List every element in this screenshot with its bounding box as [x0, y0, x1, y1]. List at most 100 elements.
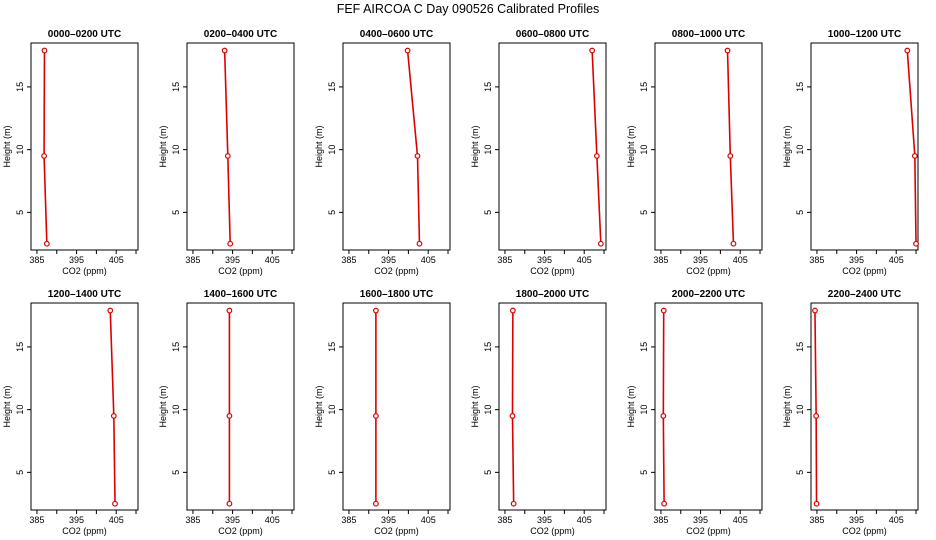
panel-4-frame [498, 42, 607, 251]
panel-1-title: 0000–0200 UTC [48, 29, 121, 40]
panel-12-x-label: CO2 (ppm) [842, 526, 887, 536]
panel-11-y-label: Height (m) [626, 385, 636, 427]
panel-1-data-point [43, 240, 50, 247]
panel-2-y-tick-label: 15 [171, 82, 181, 92]
panel-10-x-label: CO2 (ppm) [530, 526, 575, 536]
panel-6-data-point [904, 47, 911, 54]
panel-9-y-tick-label: 10 [327, 405, 337, 415]
panel-10-y-label: Height (m) [470, 385, 480, 427]
panel-10-frame [498, 302, 607, 511]
panel-7-data-point [107, 307, 114, 314]
panel-4-x-label: CO2 (ppm) [530, 266, 575, 276]
panel-11-x-tick-label: 405 [733, 515, 748, 525]
panel-8-y-tick-label: 5 [171, 470, 181, 475]
figure-title: FEF AIRCOA C Day 090526 Calibrated Profi… [336, 2, 600, 16]
panel-9-x-label: CO2 (ppm) [374, 526, 419, 536]
panel-6-frame [810, 42, 919, 251]
panel-11-x-tick-label: 395 [693, 515, 708, 525]
panel-10-y-tick-label: 10 [483, 405, 493, 415]
panel-7-y-tick-label: 15 [15, 342, 25, 352]
panel-10-profile-line [511, 310, 515, 504]
panel-12-frame [810, 302, 919, 511]
panel-2-data-point [221, 47, 228, 54]
panel-9-title: 1600–1800 UTC [360, 289, 433, 300]
panel-1-profile-line [43, 50, 48, 244]
panel-4-data-point [593, 153, 600, 159]
panel-5-title: 0800–1000 UTC [672, 29, 745, 40]
panel-11-y-tick-label: 5 [639, 470, 649, 475]
panel-3-y-tick-label: 5 [327, 210, 337, 215]
panel-11-x-tick-label: 385 [653, 515, 668, 525]
panel-10-data-point [509, 307, 516, 314]
panel-5-y-tick-label: 15 [639, 82, 649, 92]
panel-11-x-label: CO2 (ppm) [686, 526, 731, 536]
panel-11-title: 2000–2200 UTC [672, 289, 745, 300]
panel-6-y-tick-label: 10 [795, 145, 805, 155]
panel-5-y-tick-label: 10 [639, 145, 649, 155]
panel-2-data-point [227, 240, 234, 247]
panel-1-y-tick-label: 10 [15, 145, 25, 155]
panel-12-x-tick-label: 405 [889, 515, 904, 525]
panel-11-profile-line [662, 310, 665, 504]
panel-8-y-tick-label: 15 [171, 342, 181, 352]
panel-4-x-tick-label: 405 [577, 255, 592, 265]
panel-12-title: 2200–2400 UTC [828, 289, 901, 300]
panel-8-y-tick-label: 10 [171, 405, 181, 415]
panel-11-frame [654, 302, 763, 511]
panel-2-frame [186, 42, 295, 251]
panel-5-profile-line [726, 50, 735, 244]
panel-4-y-tick-label: 5 [483, 210, 493, 215]
panel-7-data-point [110, 413, 117, 419]
panel-4-y-tick-label: 15 [483, 82, 493, 92]
panel-8-x-tick-label: 395 [225, 515, 240, 525]
panel-6-data-point [911, 153, 918, 159]
panel-3-x-tick-label: 395 [381, 255, 396, 265]
panel-8-x-tick-label: 405 [265, 515, 280, 525]
panel-12-y-tick-label: 10 [795, 405, 805, 415]
panel-5-x-tick-label: 395 [693, 255, 708, 265]
panel-6-y-tick-label: 5 [795, 210, 805, 215]
panel-5-data-point [724, 47, 731, 54]
panel-7-x-tick-label: 395 [69, 515, 84, 525]
panel-2-y-tick-label: 10 [171, 145, 181, 155]
panel-12-y-label: Height (m) [782, 385, 792, 427]
panel-6-profile-line [906, 50, 917, 244]
panel-4-profile-line [591, 50, 602, 244]
panel-9-x-tick-label: 385 [341, 515, 356, 525]
panel-2-y-tick-label: 5 [171, 210, 181, 215]
panel-7-frame [30, 302, 139, 511]
panel-8-x-tick-label: 385 [185, 515, 200, 525]
panel-5-x-tick-label: 385 [653, 255, 668, 265]
panel-1-data-point [41, 47, 48, 54]
panel-4-x-tick-label: 385 [497, 255, 512, 265]
panel-4-title: 0600–0800 UTC [516, 29, 589, 40]
panel-7-title: 1200–1400 UTC [48, 289, 121, 300]
panel-3-x-label: CO2 (ppm) [374, 266, 419, 276]
panel-7-y-tick-label: 10 [15, 405, 25, 415]
panel-7-x-tick-label: 385 [29, 515, 44, 525]
panel-8-data-point [226, 413, 233, 419]
panel-3-data-point [404, 47, 411, 54]
panel-7-data-point [112, 500, 118, 507]
panel-11-data-point [661, 500, 668, 507]
panel-3-data-point [416, 240, 423, 247]
panel-1-x-tick-label: 395 [69, 255, 84, 265]
panel-3-data-point [414, 153, 421, 159]
panel-1-data-point [41, 153, 47, 159]
panel-9-y-label: Height (m) [314, 385, 324, 427]
panel-3-frame [342, 42, 451, 251]
panel-10-x-tick-label: 385 [497, 515, 512, 525]
panel-10-y-tick-label: 15 [483, 342, 493, 352]
panel-11-data-point [660, 413, 667, 419]
panel-10-x-tick-label: 395 [537, 515, 552, 525]
panel-1-y-tick-label: 5 [15, 210, 25, 215]
panel-5-data-point [727, 153, 734, 159]
panel-10-x-tick-label: 405 [577, 515, 592, 525]
panel-9-x-tick-label: 405 [421, 515, 436, 525]
panel-4-y-label: Height (m) [470, 125, 480, 167]
panel-10-data-point [509, 413, 516, 419]
panel-7-x-tick-label: 405 [109, 515, 124, 525]
panel-2-x-label: CO2 (ppm) [218, 266, 263, 276]
panel-12-y-tick-label: 5 [795, 470, 805, 475]
panel-2-x-tick-label: 405 [265, 255, 280, 265]
